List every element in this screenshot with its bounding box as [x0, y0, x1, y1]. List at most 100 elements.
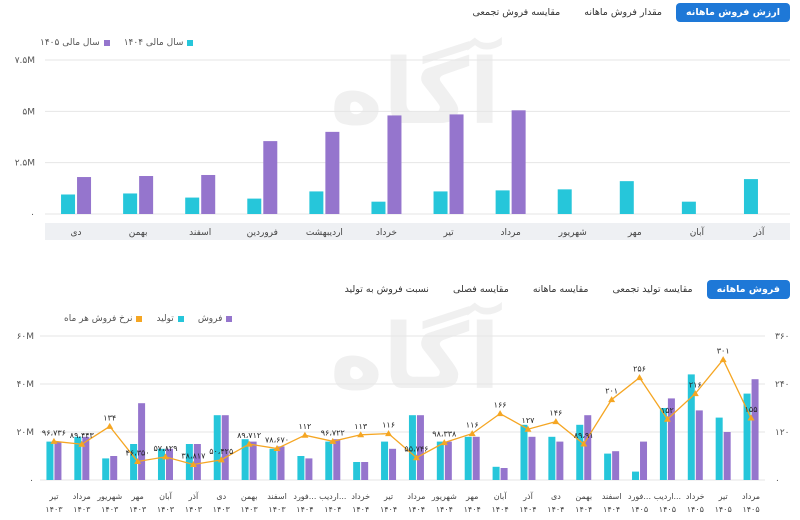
bottom-tab-4[interactable]: نسبت فروش به تولید — [344, 284, 429, 295]
sales-rate-point[interactable] — [329, 437, 337, 444]
bar-production[interactable] — [213, 415, 221, 480]
bar-sales[interactable] — [723, 432, 731, 480]
top-legend-item-1[interactable]: سال مالی ۱۴۰۵ — [40, 38, 110, 48]
bar-1405[interactable] — [263, 141, 278, 214]
bar-1405[interactable] — [201, 174, 216, 214]
top-tab-2[interactable]: مقایسه فروش تجمعی — [472, 7, 561, 18]
bar-sales[interactable] — [444, 441, 452, 480]
bar-sales[interactable] — [361, 462, 369, 480]
bar-sales[interactable] — [389, 448, 397, 480]
sales-rate-point[interactable] — [691, 390, 699, 397]
bar-production[interactable] — [743, 393, 751, 480]
sales-rate-point[interactable] — [357, 431, 365, 438]
sales-rate-point[interactable] — [50, 437, 58, 444]
bar-sales[interactable] — [305, 458, 313, 480]
bar-production[interactable] — [297, 456, 305, 480]
bar-1405[interactable] — [77, 177, 92, 214]
bar-1404[interactable] — [185, 197, 200, 214]
top-tab-0[interactable]: ارزش فروش ماهانه — [676, 3, 790, 22]
bar-sales[interactable] — [193, 444, 201, 480]
bar-production[interactable] — [241, 439, 249, 480]
bar-production[interactable] — [408, 415, 416, 480]
bar-production[interactable] — [632, 471, 640, 480]
bar-production[interactable] — [436, 441, 444, 480]
bar-1405[interactable] — [511, 110, 526, 214]
bar-sales[interactable] — [528, 436, 536, 480]
bar-production[interactable] — [492, 466, 500, 480]
sales-rate-point[interactable] — [385, 430, 393, 437]
sales-rate-point[interactable] — [106, 422, 114, 429]
bar-1404[interactable] — [557, 189, 572, 214]
bar-sales[interactable] — [612, 451, 620, 480]
bar-1404[interactable] — [619, 181, 634, 214]
sales-rate-point[interactable] — [747, 414, 755, 421]
bar-production[interactable] — [659, 408, 667, 480]
bar-1404[interactable] — [743, 179, 758, 214]
bottom-legend-item-0[interactable]: فروش — [198, 314, 233, 324]
bar-sales[interactable] — [221, 415, 229, 480]
sales-rate-point[interactable] — [496, 410, 504, 417]
sales-rate-point[interactable] — [161, 453, 169, 460]
bar-production[interactable] — [74, 436, 82, 480]
bottom-tab-1[interactable]: مقایسه تولید تجمعی — [612, 284, 693, 295]
bar-sales[interactable] — [695, 410, 703, 480]
sales-rate-point[interactable] — [301, 431, 309, 438]
bar-production[interactable] — [604, 453, 612, 480]
bar-sales[interactable] — [249, 441, 257, 480]
bar-sales[interactable] — [416, 415, 424, 480]
bar-sales[interactable] — [472, 436, 480, 480]
sales-rate-point[interactable] — [217, 456, 225, 463]
bar-1405[interactable] — [139, 176, 154, 214]
bar-production[interactable] — [157, 448, 165, 480]
sales-rate-point[interactable] — [134, 457, 142, 464]
bar-1404[interactable] — [681, 201, 696, 214]
bar-1404[interactable] — [61, 194, 76, 214]
bar-production[interactable] — [130, 444, 138, 480]
bar-production[interactable] — [269, 448, 277, 480]
bar-production[interactable] — [325, 441, 333, 480]
bar-production[interactable] — [687, 374, 695, 480]
bottom-tab-2[interactable]: مقایسه ماهانه — [532, 284, 589, 295]
sales-rate-point[interactable] — [580, 440, 588, 447]
bar-sales[interactable] — [277, 446, 285, 480]
sales-rate-point[interactable] — [468, 430, 476, 437]
bar-production[interactable] — [353, 462, 361, 480]
sales-rate-point[interactable] — [608, 396, 616, 403]
top-tab-1[interactable]: مقدار فروش ماهانه — [584, 7, 662, 18]
bar-sales[interactable] — [165, 448, 173, 480]
bar-sales[interactable] — [333, 439, 341, 480]
bar-production[interactable] — [464, 436, 472, 480]
bar-production[interactable] — [46, 441, 54, 480]
bar-sales[interactable] — [82, 436, 90, 480]
bar-production[interactable] — [520, 424, 528, 480]
sales-rate-point[interactable] — [440, 439, 448, 446]
sales-rate-point[interactable] — [273, 445, 281, 452]
sales-rate-point[interactable] — [78, 440, 86, 447]
bar-sales[interactable] — [138, 403, 146, 480]
bar-production[interactable] — [102, 458, 110, 480]
bar-1404[interactable] — [309, 191, 324, 214]
bar-production[interactable] — [576, 424, 584, 480]
bar-production[interactable] — [715, 417, 723, 480]
bar-1404[interactable] — [495, 190, 510, 214]
bar-sales[interactable] — [556, 441, 564, 480]
bottom-tab-3[interactable]: مقایسه فصلی — [452, 284, 509, 295]
sales-rate-point[interactable] — [245, 440, 253, 447]
bar-production[interactable] — [381, 441, 389, 480]
sales-rate-point[interactable] — [524, 425, 532, 432]
bar-sales[interactable] — [54, 441, 62, 480]
bar-sales[interactable] — [667, 398, 675, 480]
top-legend-item-0[interactable]: سال مالی ۱۴۰۴ — [124, 38, 194, 48]
bar-production[interactable] — [185, 444, 193, 480]
sales-rate-point[interactable] — [719, 356, 727, 363]
bar-sales[interactable] — [500, 468, 508, 480]
bar-sales[interactable] — [640, 441, 648, 480]
bar-1404[interactable] — [433, 191, 448, 214]
bottom-tab-0[interactable]: فروش ماهانه — [706, 280, 790, 299]
bar-1405[interactable] — [449, 114, 464, 214]
bar-sales[interactable] — [110, 456, 118, 480]
bar-1404[interactable] — [247, 198, 262, 214]
sales-rate-point[interactable] — [189, 460, 197, 467]
bar-1404[interactable] — [123, 193, 138, 214]
bottom-legend-item-2[interactable]: نرخ فروش هر ماه — [64, 314, 143, 324]
